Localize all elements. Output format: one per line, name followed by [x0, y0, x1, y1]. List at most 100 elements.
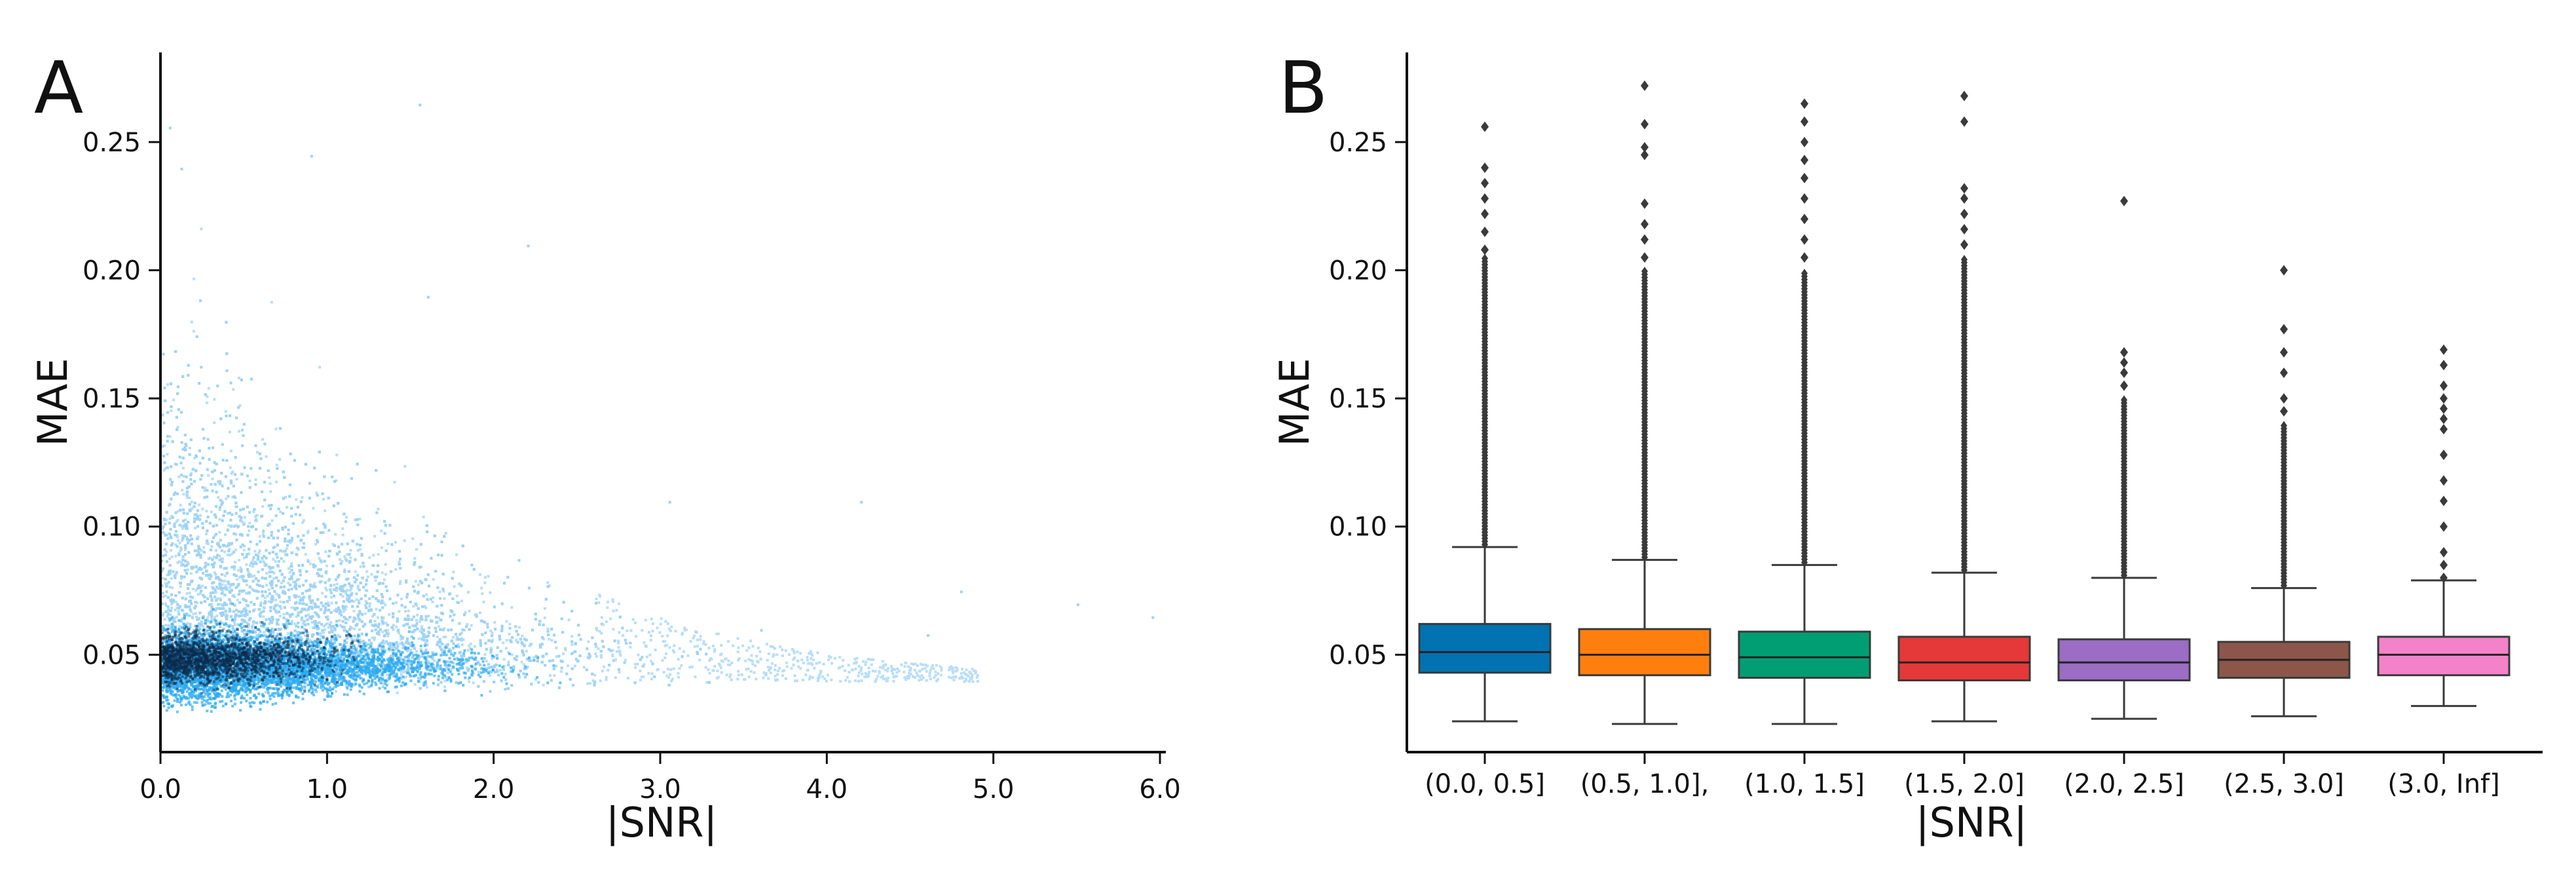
- scatter-point: [498, 668, 502, 672]
- scatter-point: [346, 589, 349, 592]
- scatter-point: [394, 540, 397, 544]
- scatter-point: [386, 673, 389, 677]
- scatter-point: [330, 601, 333, 605]
- scatter-point: [315, 491, 318, 495]
- scatter-point: [224, 588, 227, 591]
- scatter-point: [383, 578, 386, 581]
- scatter-point: [181, 539, 184, 542]
- scatter-point: [371, 636, 374, 639]
- scatter-point: [466, 622, 469, 626]
- scatter-point: [455, 638, 458, 641]
- scatter-point: [356, 586, 360, 590]
- scatter-point: [179, 549, 182, 552]
- scatter-point: [229, 466, 232, 469]
- scatter-point: [223, 574, 227, 577]
- scatter-point: [308, 599, 312, 603]
- scatter-point: [265, 584, 269, 587]
- scatter-point: [174, 609, 177, 612]
- scatter-point: [322, 631, 325, 634]
- scatter-point: [420, 625, 424, 628]
- scatter-point: [189, 572, 193, 575]
- scatter-point: [200, 621, 203, 624]
- scatter-point: [206, 637, 209, 640]
- scatter-point: [335, 453, 339, 457]
- scatter-point: [195, 513, 198, 516]
- scatter-point: [195, 589, 198, 592]
- scatter-point: [468, 680, 471, 683]
- scatter-point: [485, 660, 488, 663]
- scatter-point: [226, 512, 229, 515]
- scatter-point: [210, 545, 214, 548]
- scatter-point: [411, 537, 415, 540]
- scatter-point: [263, 631, 266, 634]
- scatter-point: [705, 681, 709, 684]
- scatter-point: [329, 621, 333, 624]
- scatter-point: [415, 650, 418, 653]
- scatter-point: [271, 519, 274, 522]
- scatter-point: [357, 599, 360, 603]
- scatter-point: [451, 667, 454, 670]
- scatter-point: [346, 553, 349, 556]
- scatter-point: [182, 493, 185, 496]
- scatter-point: [221, 622, 224, 625]
- scatter-point: [267, 600, 271, 603]
- scatter-point: [503, 664, 506, 668]
- scatter-point: [407, 662, 411, 665]
- scatter-point: [195, 615, 198, 618]
- scatter-point: [247, 626, 250, 629]
- scatter-point: [166, 453, 169, 456]
- scatter-point: [392, 628, 395, 631]
- scatter-point: [564, 647, 567, 650]
- scatter-point: [366, 575, 369, 578]
- scatter-point: [555, 664, 558, 668]
- scatter-point: [350, 637, 353, 641]
- scatter-point: [223, 533, 227, 537]
- scatter-point: [225, 497, 228, 501]
- scatter-point: [238, 558, 241, 561]
- scatter-point: [342, 610, 345, 613]
- scatter-point: [302, 519, 305, 522]
- scatter-point: [518, 626, 521, 629]
- scatter-point: [326, 615, 329, 618]
- scatter-point: [324, 623, 327, 626]
- scatter-point: [214, 573, 217, 576]
- scatter-point: [322, 624, 326, 628]
- scatter-point: [312, 602, 316, 605]
- scatter-point: [295, 631, 299, 634]
- scatter-point: [225, 613, 228, 616]
- scatter-point: [398, 632, 401, 635]
- scatter-point: [312, 506, 315, 510]
- scatter-point: [243, 544, 246, 548]
- scatter-point: [543, 607, 546, 610]
- scatter-point: [167, 608, 170, 611]
- scatter-point: [381, 682, 384, 685]
- scatter-point: [177, 560, 181, 563]
- scatter-point: [193, 457, 196, 460]
- scatter-point: [460, 639, 464, 642]
- scatter-point: [523, 663, 526, 666]
- scatter-point: [297, 548, 300, 552]
- scatter-point: [673, 644, 676, 647]
- scatter-point: [177, 610, 180, 613]
- scatter-point: [491, 638, 495, 641]
- scatter-point: [379, 673, 383, 676]
- scatter-point: [528, 644, 531, 647]
- scatter-point: [452, 635, 455, 639]
- scatter-point: [290, 620, 293, 623]
- scatter-point: [232, 388, 235, 391]
- scatter-point: [233, 623, 236, 626]
- scatter-point: [444, 644, 447, 647]
- scatter-point: [314, 542, 318, 546]
- scatter-point: [210, 603, 213, 606]
- scatter-point: [481, 592, 484, 596]
- scatter-point: [364, 612, 367, 615]
- scatter-point: [196, 549, 199, 552]
- scatter-point: [287, 581, 290, 584]
- scatter-point: [356, 549, 360, 552]
- scatter-point: [199, 514, 202, 517]
- scatter-point: [356, 584, 360, 588]
- scatter-point: [311, 646, 314, 649]
- scatter-point: [191, 507, 194, 510]
- scatter-point: [198, 503, 201, 506]
- scatter-point: [507, 651, 510, 654]
